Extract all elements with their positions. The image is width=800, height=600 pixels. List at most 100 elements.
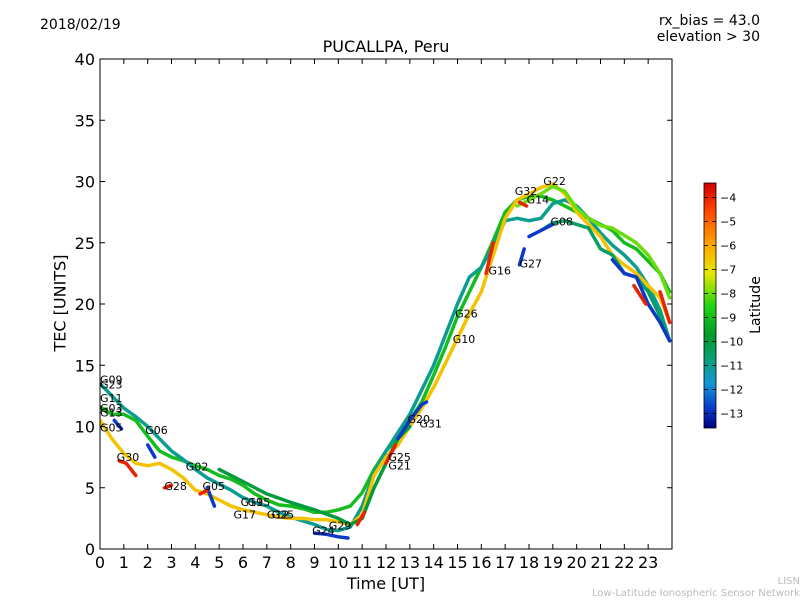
- tec-series-F: [539, 218, 672, 343]
- x-tick-label: 11: [352, 553, 372, 572]
- tec-series-H: [527, 222, 555, 239]
- colorbar-tick-label: −8: [720, 287, 736, 300]
- elevation-label: elevation > 30: [656, 29, 760, 45]
- x-tick-label: 16: [471, 553, 491, 572]
- x-tick-label: 0: [95, 553, 105, 572]
- x-tick-label: 14: [423, 553, 443, 572]
- colorbar-tick-label: −7: [720, 263, 736, 276]
- tec-series-V: [517, 200, 529, 208]
- prn-label: G02: [186, 461, 209, 474]
- x-tick-label: 2: [143, 553, 153, 572]
- prn-label: G21: [388, 459, 411, 472]
- prn-label: G19: [241, 496, 264, 509]
- axes: 0 1 2 3 4 5 6 7 8 9 10 11 12 13 14 15 16 17 18 19 20 21 22 2305…: [75, 50, 672, 572]
- colorbar-tick-label: −10: [720, 336, 743, 349]
- tec-series-R: [198, 488, 210, 496]
- prn-label: G09: [100, 374, 123, 387]
- y-tick-label: 35: [75, 111, 95, 130]
- tec-series-T: [384, 443, 398, 466]
- prn-label: G32: [515, 185, 538, 198]
- colorbar-tick-label: −4: [720, 191, 736, 204]
- x-tick-label: 22: [614, 553, 634, 572]
- x-tick-label: 9: [309, 553, 319, 572]
- tec-series-Q: [658, 290, 672, 325]
- colorbar-ticks: −4 −5 −6 −7 −8 −9 −10 −11 −12 −13: [704, 191, 743, 421]
- x-tick-label: 1: [119, 553, 129, 572]
- x-tick-label: 3: [166, 553, 176, 572]
- colorbar-tick-label: −9: [720, 312, 736, 325]
- prn-label: G10: [453, 333, 476, 346]
- tec-series-U: [162, 483, 174, 490]
- x-tick-label: 6: [238, 553, 248, 572]
- plot-frame: [99, 58, 673, 550]
- y-tick-label: 25: [75, 234, 95, 253]
- x-tick-label: 23: [638, 553, 658, 572]
- tec-series-G: [610, 258, 672, 343]
- colorbar-tick-label: −6: [720, 239, 736, 252]
- tec-series-K: [145, 443, 157, 459]
- x-tick-label: 7: [262, 553, 272, 572]
- tec-series-N: [517, 247, 526, 267]
- prn-label: G20: [407, 413, 430, 426]
- x-tick-label: 17: [495, 553, 515, 572]
- prn-label: G15: [248, 496, 271, 509]
- prn-label: G17: [233, 508, 256, 521]
- prn-label: G03: [100, 402, 123, 415]
- x-tick-label: 12: [376, 553, 396, 572]
- tec-series-W: [632, 283, 648, 306]
- x-tick-label: 21: [590, 553, 610, 572]
- y-tick-label: 40: [75, 50, 95, 69]
- x-tick-label: 18: [519, 553, 539, 572]
- prn-label: G24: [312, 524, 335, 537]
- prn-label: G28: [164, 480, 187, 493]
- prn-label: G31: [419, 418, 442, 431]
- prn-label: G25: [272, 508, 295, 521]
- tec-series-O: [117, 459, 138, 478]
- prn-label: G13: [100, 407, 123, 420]
- tec-series-I: [396, 400, 429, 441]
- x-tick-label: 20: [566, 553, 586, 572]
- x-tick-label: 19: [543, 553, 563, 572]
- watermark-short: LISN: [777, 576, 800, 587]
- series-layer: [100, 182, 672, 540]
- prn-label: G26: [455, 307, 478, 320]
- y-tick-label: 20: [75, 295, 95, 314]
- colorbar-tick-label: −13: [720, 408, 743, 421]
- prn-label: G14: [527, 194, 550, 207]
- prn-label: G25: [388, 451, 411, 464]
- prn-label: G30: [117, 451, 140, 464]
- x-tick-label: 8: [286, 553, 296, 572]
- y-tick-label: 30: [75, 173, 95, 192]
- watermark-long: Low-Latitude Ionospheric Sensor Network: [592, 588, 800, 599]
- y-tick-label: 10: [75, 418, 95, 437]
- x-tick-label: 5: [214, 553, 224, 572]
- prn-label: G23: [100, 379, 123, 392]
- tec-series-M: [112, 418, 124, 431]
- prn-label: G08: [550, 216, 573, 229]
- tec-series-P: [484, 241, 496, 276]
- x-tick-label: 10: [328, 553, 348, 572]
- x-tick-label: 4: [190, 553, 200, 572]
- tec-series-S: [355, 510, 367, 527]
- prn-label: G22: [543, 175, 566, 188]
- prn-label: G05: [202, 480, 225, 493]
- prn-label: G11: [100, 392, 123, 405]
- colorbar-tick-label: −12: [720, 384, 743, 397]
- date-label: 2018/02/19: [40, 17, 121, 33]
- tec-series-D: [515, 184, 672, 300]
- colorbar-tick-label: −5: [720, 215, 736, 228]
- tec-series-J: [312, 531, 350, 540]
- prn-label: G12: [267, 508, 290, 521]
- prn-label: G05: [100, 421, 123, 434]
- prn-label: G16: [488, 265, 511, 278]
- x-tick-label: 15: [447, 553, 467, 572]
- y-tick-label: 0: [85, 540, 95, 559]
- y-tick-label: 15: [75, 356, 95, 375]
- colorbar-tick-label: −11: [720, 360, 743, 373]
- colorbar: [703, 182, 717, 429]
- y-tick-label: 5: [85, 479, 95, 498]
- x-axis-label: Time [UT]: [346, 574, 426, 593]
- prn-label: G06: [145, 424, 168, 437]
